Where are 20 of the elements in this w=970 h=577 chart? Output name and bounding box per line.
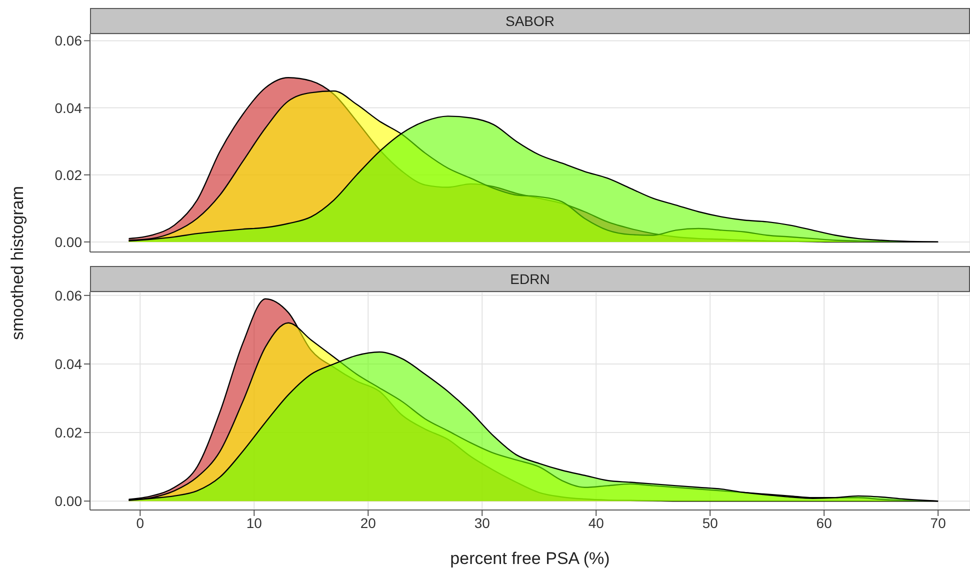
y-tick-label: 0.00 xyxy=(54,234,82,250)
x-tick-label: 0 xyxy=(136,514,144,531)
y-tick-label: 0.06 xyxy=(54,32,82,49)
y-tick-label: 0.02 xyxy=(54,424,82,441)
x-tick-label: 40 xyxy=(588,514,604,531)
y-tick-label: 0.04 xyxy=(54,100,82,116)
y-axis-title: smoothed histogram xyxy=(8,186,28,340)
chart-title: SABOR xyxy=(90,8,970,34)
y-tick-label: 0.02 xyxy=(54,166,82,183)
x-tick-label: 60 xyxy=(816,514,832,531)
x-tick-label: 10 xyxy=(246,514,262,531)
x-tick-label: 50 xyxy=(702,514,718,531)
y-tick-label: 0.04 xyxy=(54,356,82,372)
x-tick-label: 30 xyxy=(474,514,490,531)
y-tick-label: 0.00 xyxy=(54,493,82,510)
x-tick-label: 70 xyxy=(930,514,946,531)
x-tick-label: 20 xyxy=(360,514,376,531)
x-axis-title: percent free PSA (%) xyxy=(450,549,610,568)
chart-title: EDRN xyxy=(90,266,970,292)
y-tick-label: 0.06 xyxy=(54,287,82,304)
